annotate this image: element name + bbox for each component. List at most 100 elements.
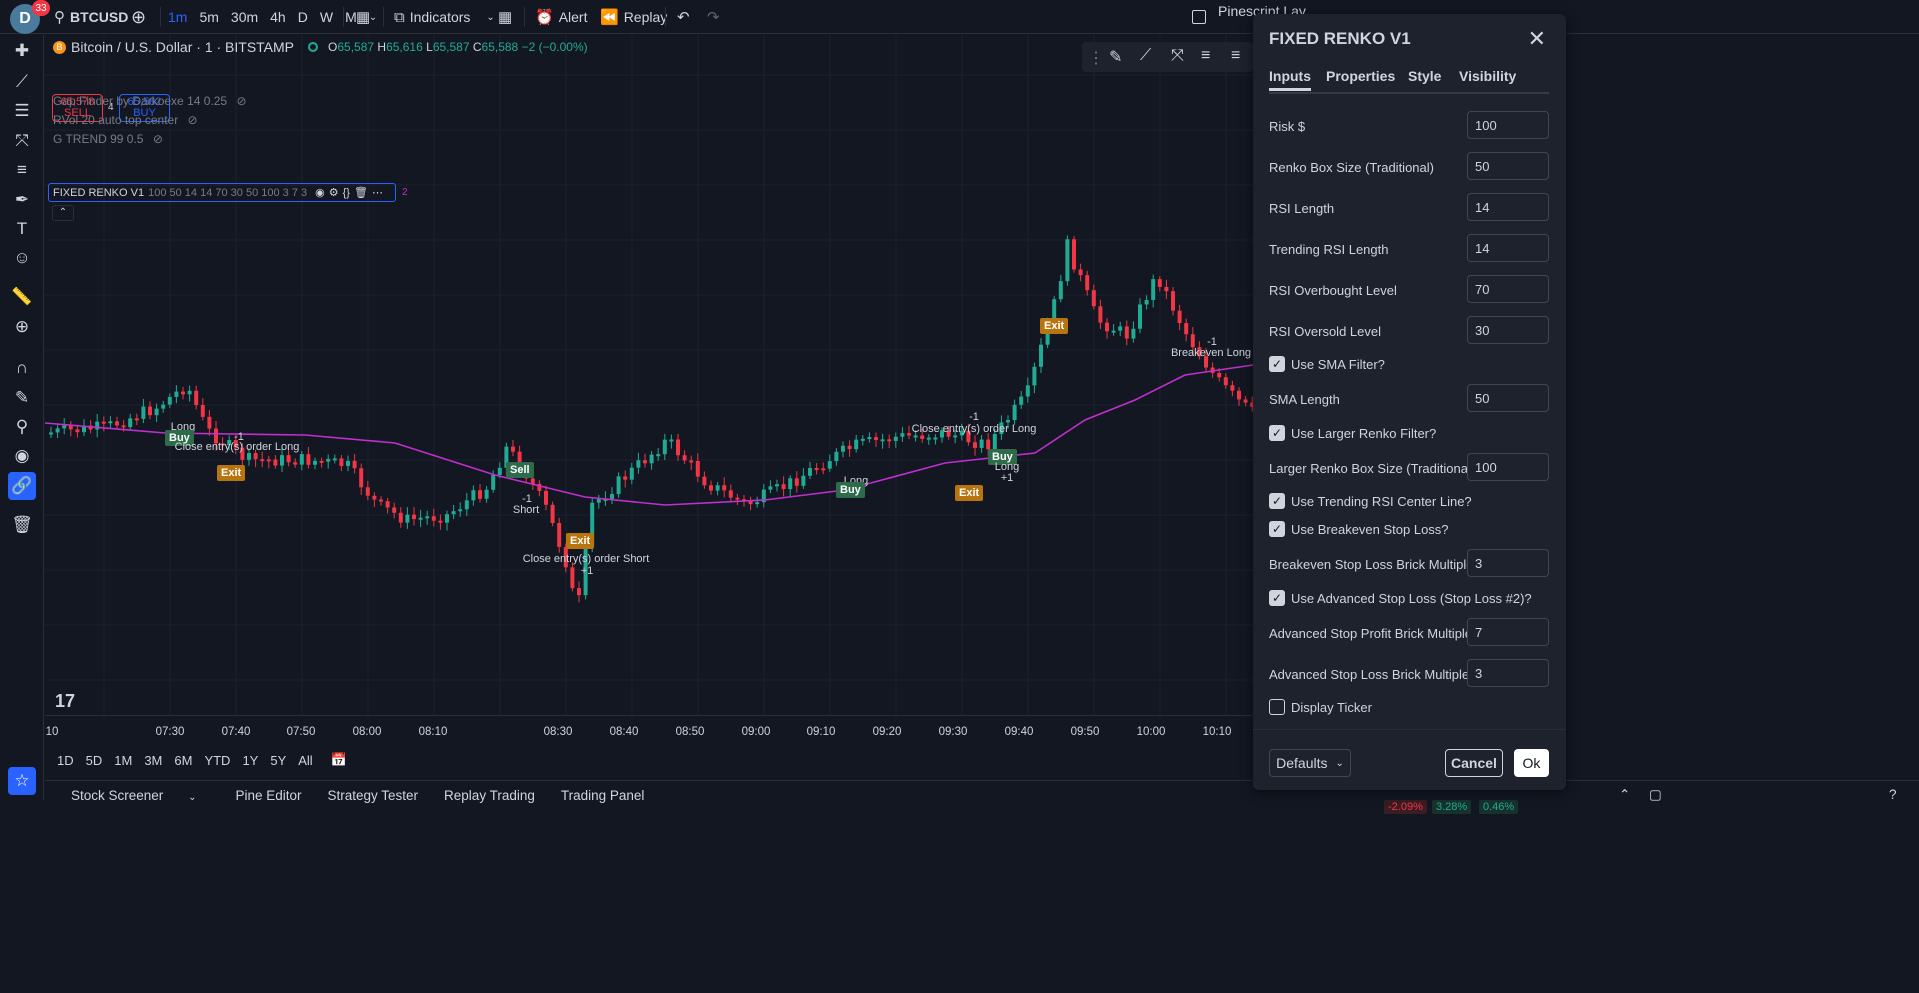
- range-1d[interactable]: 1D: [57, 752, 74, 768]
- eye-off-icon[interactable]: ⊘: [152, 132, 163, 146]
- box-size-input[interactable]: [1467, 152, 1549, 180]
- tradingview-logo[interactable]: 17: [55, 691, 76, 711]
- help-icon[interactable]: ?: [1889, 787, 1897, 802]
- tab-trading-panel[interactable]: Trading Panel: [560, 788, 645, 803]
- interval-5m[interactable]: 5m: [199, 9, 219, 25]
- tab-stock-screener[interactable]: Stock Screener ⌄: [58, 788, 209, 803]
- eye-off-icon[interactable]: ⊘: [236, 94, 247, 108]
- indicators-button[interactable]: ⧉ Indicators ⌄: [394, 0, 495, 34]
- sell-button[interactable]: 65,578 SELL: [52, 94, 103, 122]
- checkbox-unchecked-icon[interactable]: [1269, 699, 1285, 715]
- price-chart-canvas[interactable]: [45, 35, 1253, 715]
- tab-properties[interactable]: Properties: [1326, 68, 1396, 84]
- sma-length-input[interactable]: [1467, 384, 1549, 412]
- magnet-icon[interactable]: ∩: [15, 358, 29, 377]
- fib-icon[interactable]: ≡: [1201, 47, 1211, 64]
- indicator-fixed-renko[interactable]: FIXED RENKO V1 100 50 14 14 70 30 50 100…: [48, 183, 396, 202]
- checkbox-checked-icon[interactable]: ✓: [1269, 493, 1285, 509]
- trending-center-checkbox[interactable]: ✓ Use Trending RSI Center Line?: [1269, 486, 1549, 516]
- range-1m[interactable]: 1M: [114, 752, 133, 768]
- layouts-button[interactable]: ▦: [498, 0, 517, 34]
- checkbox-checked-icon[interactable]: ✓: [1269, 425, 1285, 441]
- collapse-legend-button[interactable]: ⌃: [52, 205, 74, 221]
- fib-icon[interactable]: ≡: [17, 160, 27, 179]
- cancel-button[interactable]: Cancel: [1445, 749, 1503, 777]
- advanced-stop-checkbox[interactable]: ✓ Use Advanced Stop Loss (Stop Loss #2)?: [1269, 583, 1549, 613]
- eye-icon[interactable]: ◉: [14, 446, 30, 465]
- range-1y[interactable]: 1Y: [242, 752, 259, 768]
- interval-w[interactable]: W: [319, 9, 334, 25]
- interval-30m[interactable]: 30m: [230, 9, 259, 25]
- indicator-rvol[interactable]: RVol 20 auto top center ⊘: [53, 113, 198, 127]
- defaults-dropdown[interactable]: Defaults ⌄: [1269, 749, 1351, 777]
- tab-inputs[interactable]: Inputs: [1269, 68, 1311, 91]
- brush-icon[interactable]: ✒: [14, 190, 30, 209]
- chevron-down-icon[interactable]: ⌄: [188, 792, 197, 803]
- emoji-icon[interactable]: ☺: [13, 248, 31, 267]
- range-3m[interactable]: 3M: [144, 752, 163, 768]
- range-ytd[interactable]: YTD: [204, 752, 231, 768]
- settings-icon[interactable]: ⚙: [328, 187, 339, 199]
- chevron-down-icon[interactable]: ⌄: [368, 11, 378, 23]
- pencil-lock-icon[interactable]: ✎: [14, 388, 30, 407]
- chevron-up-icon[interactable]: ⌃: [1619, 787, 1631, 802]
- fib-channel-icon[interactable]: ≡: [1231, 47, 1241, 64]
- close-icon[interactable]: ✕: [1527, 26, 1546, 51]
- lock-icon[interactable]: ⚲: [15, 417, 29, 436]
- pitchfork-icon[interactable]: ⤧: [15, 131, 29, 150]
- tab-replay-trading[interactable]: Replay Trading: [444, 788, 535, 803]
- range-6m[interactable]: 6M: [174, 752, 193, 768]
- crosshair-icon[interactable]: ✚: [14, 41, 30, 60]
- compare-add-button[interactable]: ⊕: [131, 0, 151, 34]
- sma-filter-checkbox[interactable]: ✓ Use SMA Filter?: [1269, 349, 1549, 379]
- trending-rsi-input[interactable]: [1467, 234, 1549, 262]
- chevron-down-icon[interactable]: ⌄: [486, 11, 495, 23]
- trash-icon[interactable]: 🗑: [11, 515, 33, 534]
- more-icon[interactable]: ⋯: [371, 187, 383, 199]
- interval-d[interactable]: D: [297, 9, 308, 25]
- checkbox-checked-icon[interactable]: ✓: [1269, 521, 1285, 537]
- replay-button[interactable]: ⏪ Replay: [600, 0, 667, 34]
- line-icon[interactable]: ⟋: [1140, 47, 1152, 64]
- interval-1m[interactable]: 1m: [168, 9, 188, 25]
- text-icon[interactable]: T: [16, 219, 28, 238]
- larger-renko-checkbox[interactable]: ✓ Use Larger Renko Filter?: [1269, 418, 1549, 448]
- risk-input[interactable]: [1467, 111, 1549, 139]
- path-icon[interactable]: ⤧: [1171, 47, 1184, 64]
- symbol-search[interactable]: ⚲ BTCUSD: [54, 0, 128, 34]
- calendar-icon[interactable]: 📅: [330, 752, 347, 767]
- tab-strategy-tester[interactable]: Strategy Tester: [327, 788, 419, 803]
- eye-icon[interactable]: ◉: [315, 187, 325, 199]
- source-code-icon[interactable]: {}: [342, 186, 350, 199]
- indicator-g-trend[interactable]: G TREND 99 0.5 ⊘: [53, 132, 163, 146]
- buy-button[interactable]: 65,582 BUY: [119, 94, 170, 122]
- checkbox-checked-icon[interactable]: ✓: [1269, 356, 1285, 372]
- alert-button[interactable]: ⏰ Alert: [535, 0, 587, 34]
- horizontal-lines-icon[interactable]: ☰: [14, 101, 30, 120]
- tab-visibility[interactable]: Visibility: [1459, 68, 1517, 84]
- rsi-length-input[interactable]: [1467, 193, 1549, 221]
- breakeven-checkbox[interactable]: ✓ Use Breakeven Stop Loss?: [1269, 514, 1549, 544]
- tab-pine-editor[interactable]: Pine Editor: [235, 788, 302, 803]
- ok-button[interactable]: Ok: [1514, 749, 1549, 777]
- link-icon[interactable]: 🔗: [8, 472, 36, 500]
- undo-button[interactable]: ↶: [677, 0, 695, 34]
- drag-handle-icon[interactable]: ⋮: [1088, 50, 1104, 67]
- interval-4h[interactable]: 4h: [270, 9, 286, 25]
- trendline-icon[interactable]: ⟋: [16, 72, 28, 91]
- rsi-oversold-input[interactable]: [1467, 316, 1549, 344]
- range-all[interactable]: All: [298, 752, 313, 768]
- breakeven-multiple-input[interactable]: [1467, 549, 1549, 577]
- zoom-icon[interactable]: ⊕: [14, 317, 30, 336]
- advanced-profit-input[interactable]: [1467, 618, 1549, 646]
- chart-pane[interactable]: B Bitcoin / U.S. Dollar · 1 · BITSTAMP O…: [45, 35, 1253, 900]
- trash-icon[interactable]: 🗑: [353, 187, 368, 199]
- rsi-overbought-input[interactable]: [1467, 275, 1549, 303]
- ruler-icon[interactable]: 📏: [11, 287, 33, 306]
- time-axis[interactable]: 10 07:30 07:40 07:50 08:00 08:10 08:30 0…: [45, 715, 1253, 745]
- redo-button[interactable]: ↷: [707, 0, 725, 34]
- tab-style[interactable]: Style: [1408, 68, 1442, 84]
- larger-box-input[interactable]: [1467, 453, 1549, 481]
- pencil-icon[interactable]: ✎: [1109, 49, 1123, 66]
- advanced-loss-input[interactable]: [1467, 659, 1549, 687]
